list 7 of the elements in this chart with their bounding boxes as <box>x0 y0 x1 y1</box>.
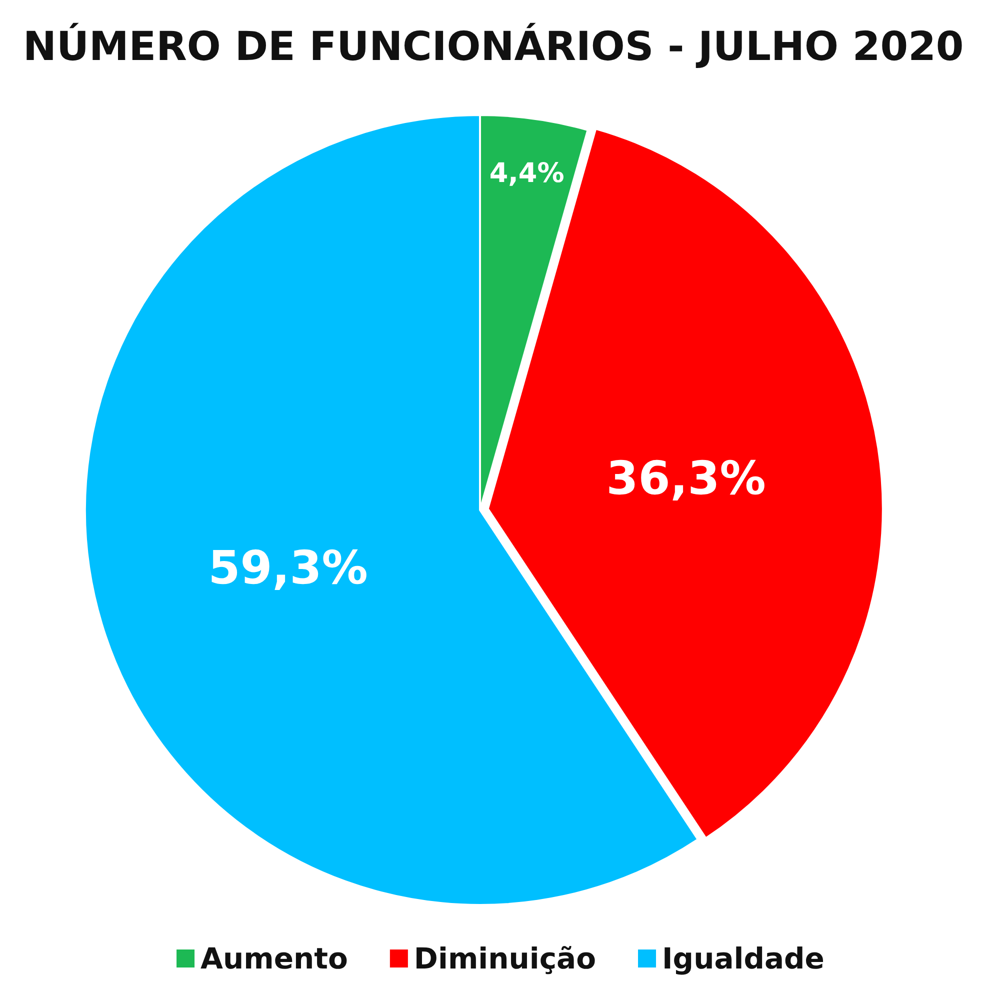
data-label: 36,3% <box>606 451 766 506</box>
legend-label: Aumento <box>200 942 348 976</box>
data-label: 4,4% <box>489 158 564 190</box>
legend-label: Diminuição <box>414 942 596 976</box>
data-label: 59,3% <box>208 540 368 595</box>
legend-label: Igualdade <box>662 942 824 976</box>
chart-title: NÚMERO DE FUNCIONÁRIOS - JULHO 2020 <box>23 22 964 70</box>
